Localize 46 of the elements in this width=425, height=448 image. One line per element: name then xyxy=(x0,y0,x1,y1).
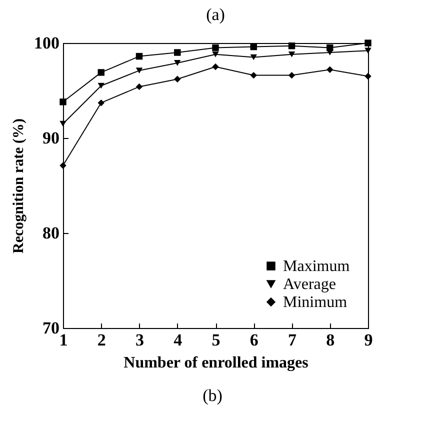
x-tick-label: 8 xyxy=(326,330,335,350)
y-tick-label: 100 xyxy=(34,34,60,52)
point xyxy=(174,49,181,56)
x-axis-title: Number of enrolled images xyxy=(124,354,308,372)
point xyxy=(136,68,143,74)
point xyxy=(364,72,372,80)
point xyxy=(98,82,104,89)
point xyxy=(364,40,372,46)
point xyxy=(250,43,257,50)
x-tick-label: 9 xyxy=(364,330,373,350)
point xyxy=(60,98,66,106)
point xyxy=(288,51,296,58)
point xyxy=(326,66,334,73)
point xyxy=(212,51,219,58)
x-tick-label: 4 xyxy=(174,330,183,350)
point xyxy=(364,48,372,54)
point xyxy=(288,42,296,50)
y-tick-label: 90 xyxy=(42,128,60,148)
x-tick-label: 6 xyxy=(250,330,258,350)
point xyxy=(174,60,181,66)
y-tick-label: 80 xyxy=(42,224,60,242)
legend-label: Average xyxy=(283,276,336,293)
point xyxy=(250,54,257,60)
point xyxy=(60,162,66,169)
point xyxy=(174,76,181,82)
point xyxy=(98,99,104,106)
legend-label: Maximum xyxy=(283,258,350,275)
y-tick-label: 70 xyxy=(42,318,60,338)
point xyxy=(98,69,104,76)
x-tick-label: 7 xyxy=(288,330,297,350)
x-tick-label: 3 xyxy=(136,330,144,350)
x-tick-label: 1 xyxy=(59,330,68,350)
point xyxy=(60,120,66,127)
point xyxy=(136,83,143,90)
x-tick-label: 2 xyxy=(97,330,106,350)
point xyxy=(288,72,296,79)
x-tick-label: 5 xyxy=(212,330,220,350)
point xyxy=(326,50,334,56)
legend-label: Minimum xyxy=(283,294,348,311)
y-axis-title: Recognition rate (%) xyxy=(11,118,27,254)
point xyxy=(136,52,143,60)
point xyxy=(212,44,219,52)
chart-title: (a) xyxy=(206,5,225,24)
point xyxy=(250,72,257,79)
point xyxy=(212,63,219,70)
text: (b) xyxy=(202,386,224,406)
